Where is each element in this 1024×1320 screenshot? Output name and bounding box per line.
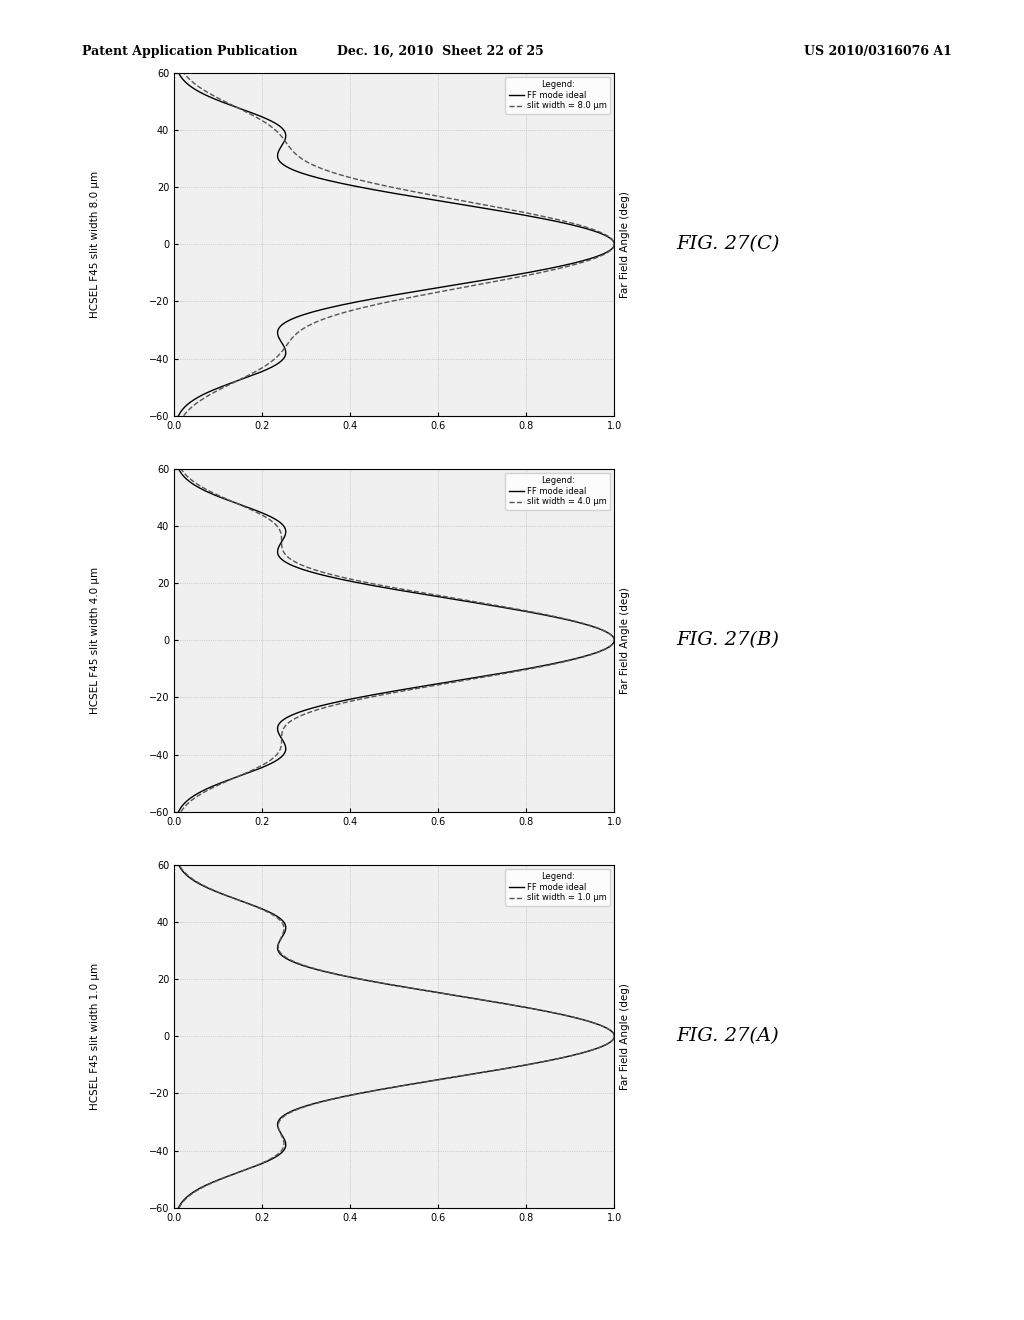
Y-axis label: Far Field Angle (deg): Far Field Angle (deg) xyxy=(620,587,630,693)
Line: slit width = 4.0 μm: slit width = 4.0 μm xyxy=(181,469,614,812)
Text: FIG. 27(B): FIG. 27(B) xyxy=(676,631,779,649)
slit width = 8.0 μm xyxy=(383,178,395,194)
slit width = 1.0 μm xyxy=(173,1200,185,1216)
Text: FIG. 27(C): FIG. 27(C) xyxy=(676,235,779,253)
FF mode ideal xyxy=(271,545,284,561)
FF mode ideal xyxy=(280,347,292,363)
slit width = 8.0 μm xyxy=(523,206,536,222)
slit width = 1.0 μm xyxy=(278,1139,290,1155)
FF mode ideal xyxy=(351,970,364,986)
Legend: FF mode ideal, slit width = 1.0 μm: FF mode ideal, slit width = 1.0 μm xyxy=(506,869,610,906)
FF mode ideal xyxy=(172,857,184,873)
slit width = 1.0 μm xyxy=(272,941,285,957)
slit width = 4.0 μm xyxy=(513,602,525,618)
FF mode ideal xyxy=(351,574,364,590)
FF mode ideal xyxy=(273,715,286,731)
slit width = 4.0 μm xyxy=(282,715,294,731)
FF mode ideal xyxy=(172,461,184,477)
Text: HCSEL F45 slit width 1.0 μm: HCSEL F45 slit width 1.0 μm xyxy=(90,962,99,1110)
slit width = 8.0 μm xyxy=(299,319,311,335)
slit width = 1.0 μm xyxy=(578,1044,590,1060)
slit width = 8.0 μm xyxy=(583,252,595,268)
slit width = 8.0 μm xyxy=(177,408,189,424)
FF mode ideal xyxy=(280,743,292,759)
slit width = 1.0 μm xyxy=(274,1111,287,1127)
slit width = 8.0 μm xyxy=(294,149,306,165)
slit width = 1.0 μm xyxy=(510,998,522,1014)
Line: FF mode ideal: FF mode ideal xyxy=(178,469,614,812)
FF mode ideal xyxy=(172,65,184,81)
FF mode ideal xyxy=(273,1111,286,1127)
slit width = 8.0 μm xyxy=(177,65,189,81)
FF mode ideal xyxy=(273,319,286,335)
Text: Dec. 16, 2010  Sheet 22 of 25: Dec. 16, 2010 Sheet 22 of 25 xyxy=(337,45,544,58)
FF mode ideal xyxy=(172,1200,184,1216)
Line: FF mode ideal: FF mode ideal xyxy=(178,865,614,1208)
FF mode ideal xyxy=(578,1044,590,1060)
FF mode ideal xyxy=(271,149,284,165)
FF mode ideal xyxy=(172,804,184,820)
FF mode ideal xyxy=(509,206,521,222)
slit width = 4.0 μm xyxy=(360,574,373,590)
FF mode ideal xyxy=(271,941,284,957)
Text: Patent Application Publication: Patent Application Publication xyxy=(82,45,297,58)
slit width = 1.0 μm xyxy=(352,970,365,986)
FF mode ideal xyxy=(280,1139,292,1155)
slit width = 4.0 μm xyxy=(273,743,286,759)
Line: slit width = 8.0 μm: slit width = 8.0 μm xyxy=(183,73,614,416)
Legend: FF mode ideal, slit width = 8.0 μm: FF mode ideal, slit width = 8.0 μm xyxy=(506,77,610,114)
slit width = 4.0 μm xyxy=(579,648,591,664)
Legend: FF mode ideal, slit width = 4.0 μm: FF mode ideal, slit width = 4.0 μm xyxy=(506,473,610,510)
slit width = 1.0 μm xyxy=(173,857,185,873)
Text: HCSEL F45 slit width 4.0 μm: HCSEL F45 slit width 4.0 μm xyxy=(90,566,99,714)
FF mode ideal xyxy=(351,178,364,194)
FF mode ideal xyxy=(578,252,590,268)
FF mode ideal xyxy=(578,648,590,664)
slit width = 4.0 μm xyxy=(175,804,187,820)
Text: FIG. 27(A): FIG. 27(A) xyxy=(676,1027,778,1045)
Y-axis label: Far Field Angle (deg): Far Field Angle (deg) xyxy=(620,191,630,297)
FF mode ideal xyxy=(509,602,521,618)
FF mode ideal xyxy=(172,408,184,424)
Line: slit width = 1.0 μm: slit width = 1.0 μm xyxy=(179,865,614,1208)
FF mode ideal xyxy=(509,998,521,1014)
slit width = 4.0 μm xyxy=(175,461,187,477)
Text: HCSEL F45 slit width 8.0 μm: HCSEL F45 slit width 8.0 μm xyxy=(90,170,99,318)
slit width = 8.0 μm xyxy=(272,347,285,363)
Text: US 2010/0316076 A1: US 2010/0316076 A1 xyxy=(805,45,952,58)
Line: FF mode ideal: FF mode ideal xyxy=(178,73,614,416)
Y-axis label: Far Field Angle (deg): Far Field Angle (deg) xyxy=(620,983,630,1089)
slit width = 4.0 μm xyxy=(279,545,291,561)
